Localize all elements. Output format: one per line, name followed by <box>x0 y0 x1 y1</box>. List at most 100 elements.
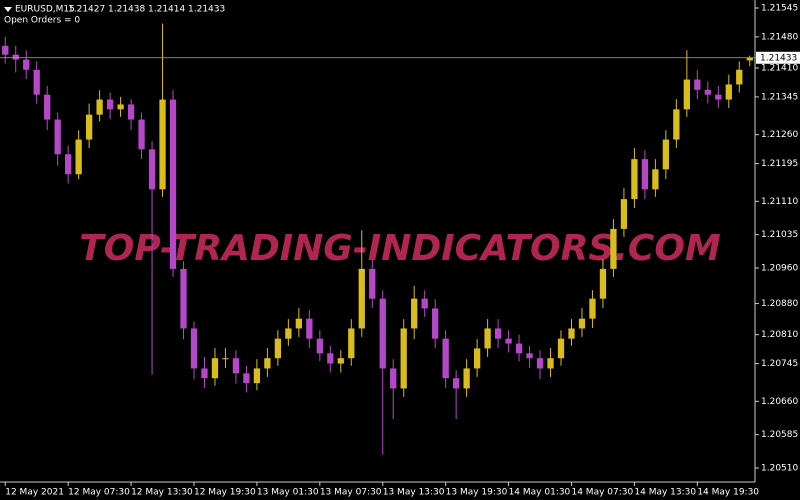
x-tick-label: 14 May 19:30 <box>697 488 759 498</box>
candle-body <box>390 368 397 389</box>
x-tick-label: 13 May 19:30 <box>446 488 508 498</box>
candle-body <box>589 298 596 319</box>
candle-body <box>306 318 313 339</box>
candle-body <box>683 79 690 110</box>
y-tick-label: 1.20745 <box>761 359 798 369</box>
header-high: 1.21438 <box>108 5 145 15</box>
candle-body <box>484 328 491 349</box>
candle-body <box>652 169 659 190</box>
candle-body <box>65 154 72 175</box>
candle-body <box>148 149 156 190</box>
candle-body <box>673 109 680 140</box>
x-tick-label: 14 May 07:30 <box>571 488 633 498</box>
x-tick-label: 13 May 01:30 <box>257 488 319 498</box>
candle-body <box>106 99 114 110</box>
candle-body <box>505 338 512 344</box>
candle-body <box>295 318 302 329</box>
y-tick-label: 1.20810 <box>761 330 798 340</box>
candle-body <box>547 358 554 369</box>
candle-body <box>432 308 439 339</box>
candle-body <box>725 84 732 100</box>
candle-body <box>138 119 145 150</box>
candle-body <box>117 104 124 110</box>
candle-body <box>96 99 103 115</box>
candle-body <box>75 139 82 175</box>
candle-body <box>662 139 670 170</box>
candle-body <box>127 104 135 120</box>
y-tick-label: 1.20585 <box>761 430 798 440</box>
x-tick-label: 12 May 19:30 <box>194 488 256 498</box>
y-tick-label: 1.21345 <box>761 92 798 102</box>
candle-body <box>33 69 40 95</box>
candle-body <box>736 69 743 85</box>
header-close: 1.21433 <box>188 5 225 15</box>
candle-body <box>285 328 292 339</box>
symbol: EURUSD,M15 <box>15 5 75 15</box>
candle-body <box>12 54 19 60</box>
candle-body <box>44 94 51 120</box>
candle-body <box>264 358 271 369</box>
candle-body <box>23 59 30 70</box>
candle-body <box>568 328 575 339</box>
candle-body <box>578 318 586 329</box>
candle-body <box>2 45 9 55</box>
candle-body <box>421 298 428 309</box>
candle-body <box>526 353 533 359</box>
header-open: 1.21427 <box>68 5 105 15</box>
candle-body <box>211 358 219 379</box>
candle-body <box>536 358 544 369</box>
candle-body <box>180 268 187 329</box>
candle-body <box>442 338 449 379</box>
candle-body <box>253 368 261 384</box>
candle-body <box>400 328 407 389</box>
y-tick-label: 1.20510 <box>761 464 798 474</box>
candle-body <box>369 268 376 299</box>
y-tick-label: 1.21110 <box>761 197 798 207</box>
candle-body <box>232 358 240 374</box>
x-tick-label: 13 May 13:30 <box>383 488 445 498</box>
candle-body <box>620 199 628 229</box>
candle-body <box>201 368 208 379</box>
header-low: 1.21414 <box>148 5 185 15</box>
candle-body <box>494 328 502 339</box>
candle-body <box>274 338 282 359</box>
x-tick-label: 12 May 07:30 <box>68 488 130 498</box>
candle-body <box>159 99 166 190</box>
candle-body <box>746 57 753 61</box>
menu-triangle[interactable] <box>4 7 12 12</box>
candle-body <box>54 119 61 155</box>
candle-body <box>85 114 93 140</box>
candle-body <box>694 79 701 90</box>
y-tick-label: 1.20960 <box>761 264 798 274</box>
x-tick-label: 13 May 07:30 <box>320 488 382 498</box>
current-price-label: 1.21433 <box>760 53 797 63</box>
candle-body <box>190 328 198 369</box>
open-orders: Open Orders = 0 <box>4 16 80 26</box>
candle-body <box>631 159 638 200</box>
candle-body <box>453 378 460 389</box>
candle-body <box>327 353 334 364</box>
candle-body <box>557 338 565 359</box>
candle-body <box>222 358 229 360</box>
candle-body <box>641 159 649 190</box>
candle-body <box>599 268 607 299</box>
candle-body <box>337 358 344 364</box>
candle-body <box>715 94 722 100</box>
y-tick-label: 1.21545 <box>761 4 798 14</box>
candle-body <box>169 99 177 269</box>
y-tick-label: 1.20880 <box>761 299 798 309</box>
current-price-box <box>756 51 800 64</box>
candle-body <box>243 373 250 384</box>
y-tick-label: 1.21410 <box>761 64 798 74</box>
y-tick-label: 1.21195 <box>761 159 798 169</box>
y-tick-label: 1.21035 <box>761 230 798 240</box>
candle-body <box>704 89 711 95</box>
candle-body <box>463 368 470 389</box>
candle-body <box>358 268 365 329</box>
y-tick-label: 1.21480 <box>761 32 798 42</box>
y-tick-label: 1.20660 <box>761 397 798 407</box>
candle-body <box>473 348 481 369</box>
candle-body <box>348 328 355 359</box>
